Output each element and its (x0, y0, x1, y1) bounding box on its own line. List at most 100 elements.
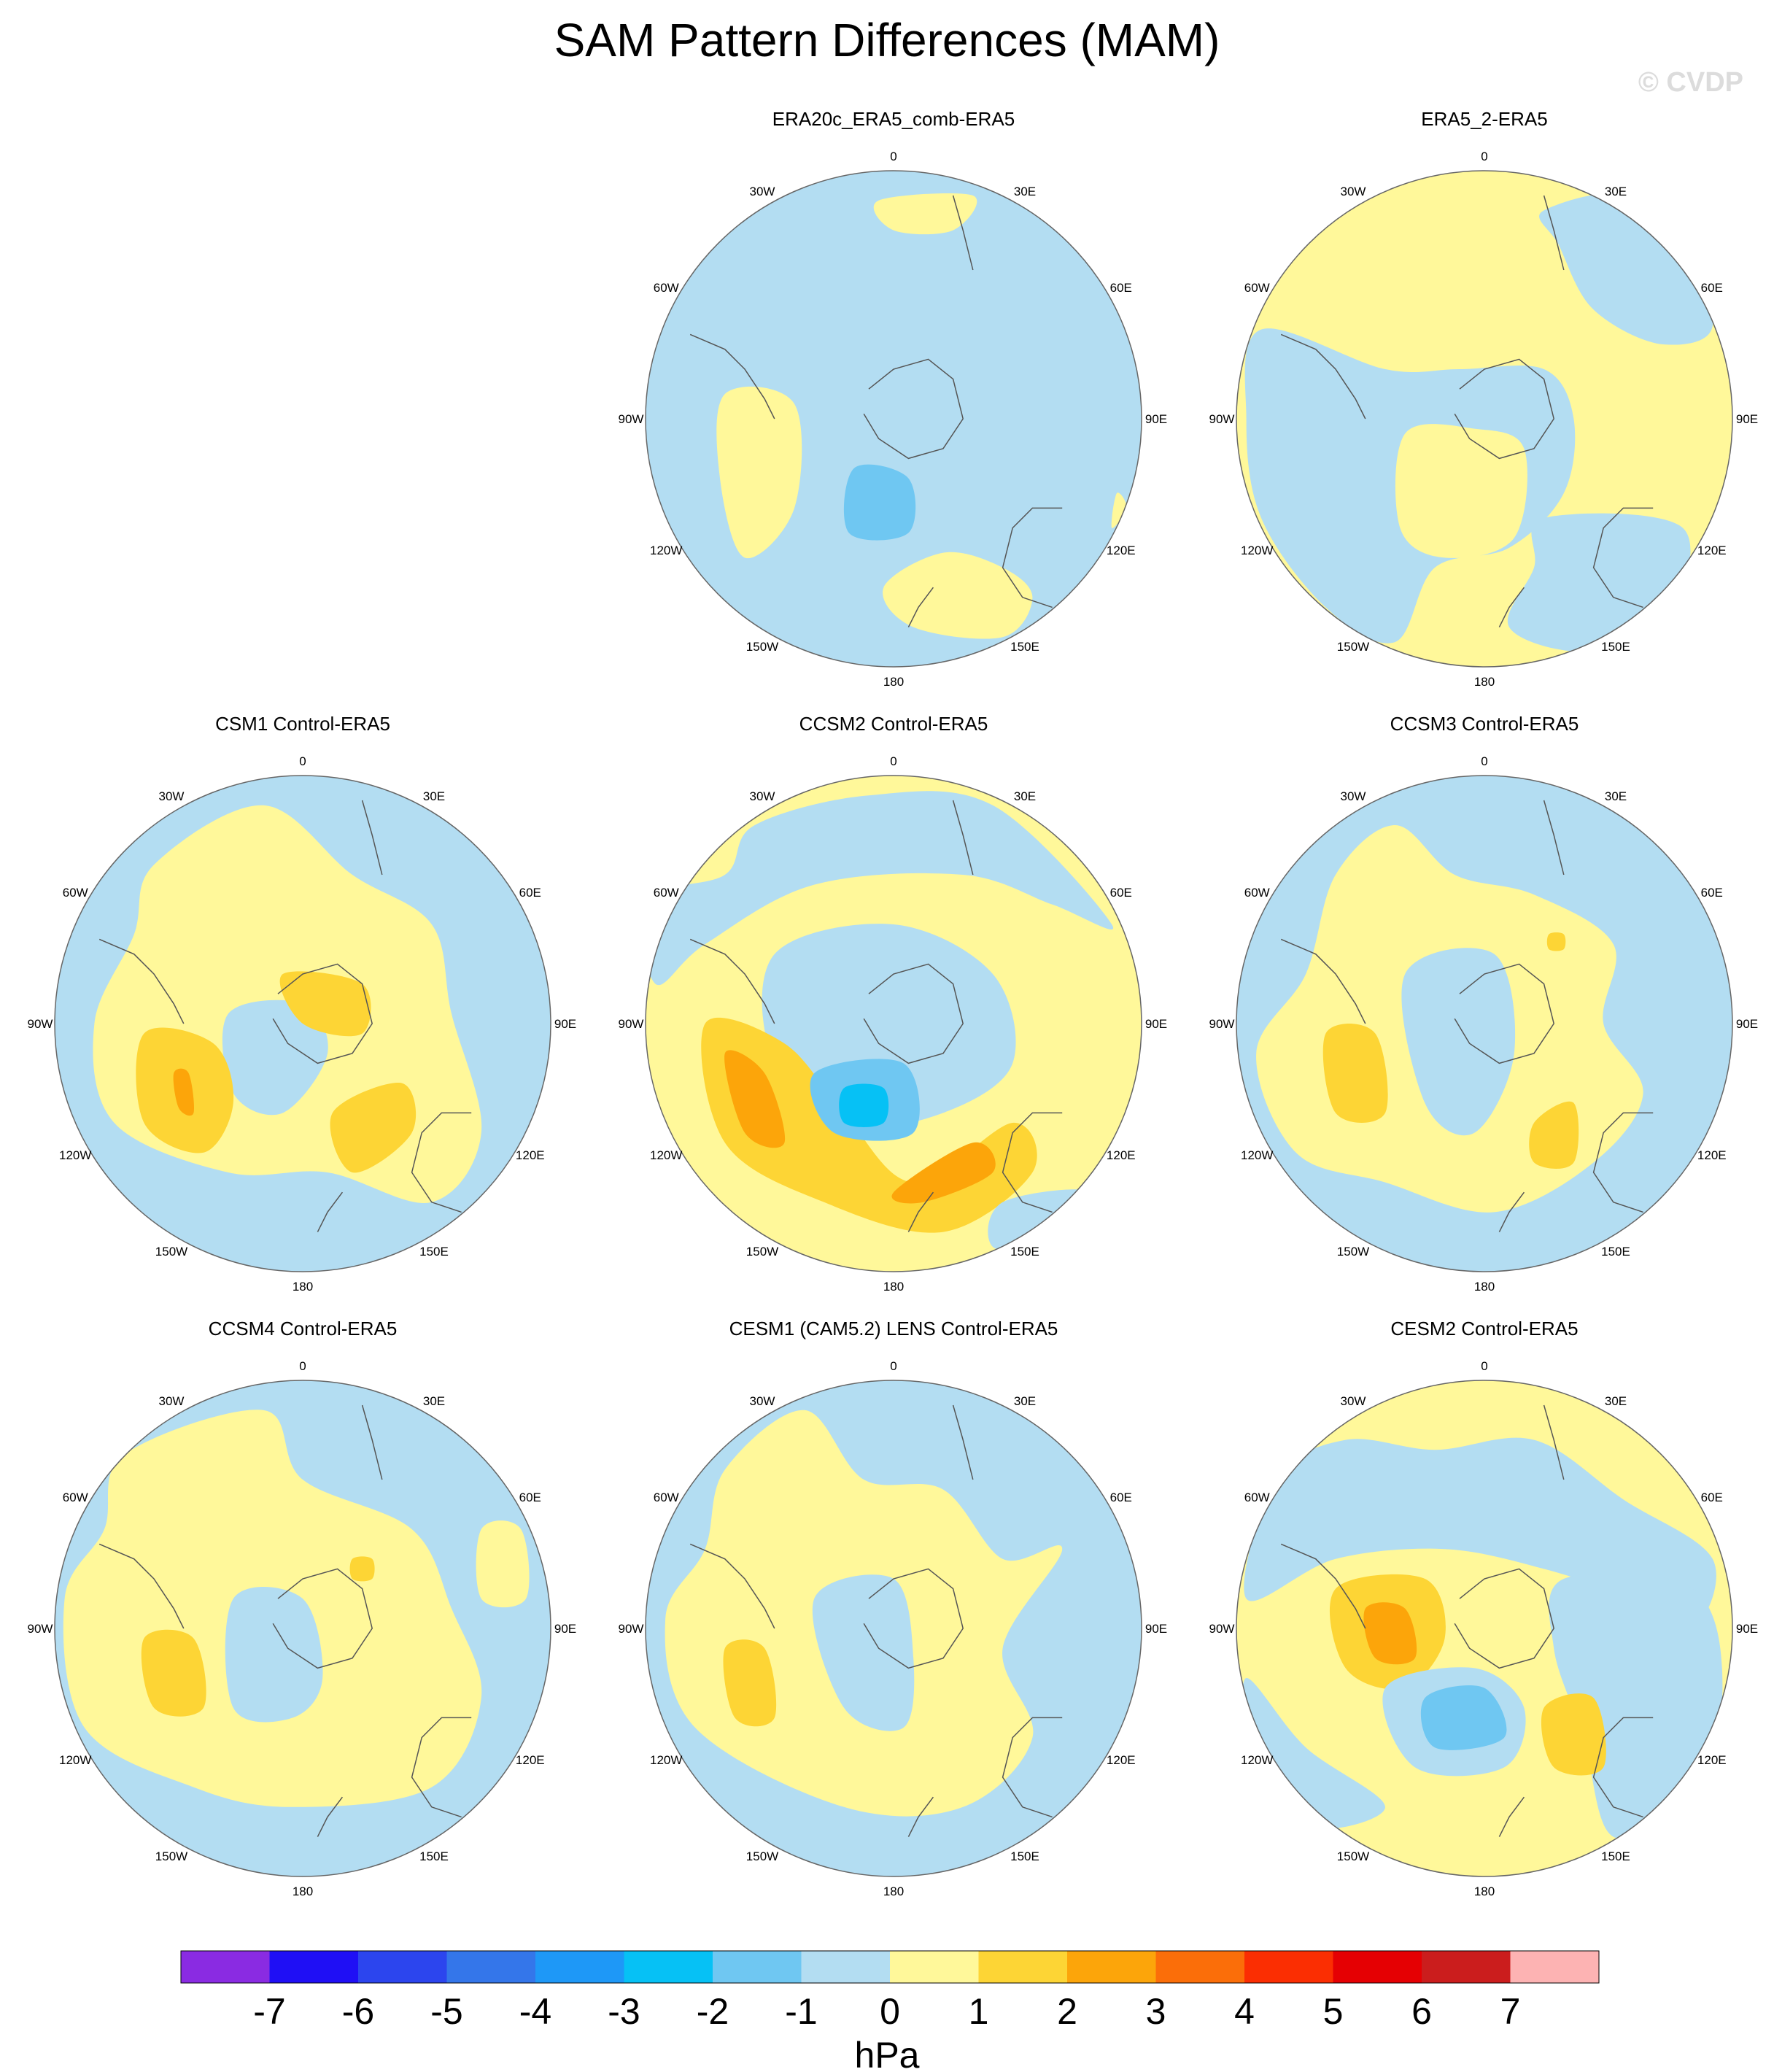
contour-region (812, 1574, 915, 1731)
longitude-label: 0 (890, 754, 896, 768)
polar-map: 0 30E 60E 90E 120E 150E 180 150W 120W 90W 60W 30W (1209, 1359, 1759, 1898)
longitude-label: 150W (1337, 640, 1369, 654)
map-border (1236, 1380, 1733, 1877)
longitude-label: 60E (1110, 281, 1132, 295)
longitude-label: 150E (1010, 1849, 1039, 1863)
colorbar-tick-label: -3 (608, 1991, 640, 2032)
contour-region (222, 1000, 328, 1116)
polar-map: 0 30E 60E 90E 120E 150E 180 150W 120W 90W 60W 30W (28, 1359, 577, 1898)
longitude-label: 150E (1601, 1849, 1630, 1863)
longitude-label: 30W (1341, 1394, 1366, 1408)
coastline (1543, 800, 1565, 875)
contour-region (141, 1629, 206, 1717)
colorbar-tick-label: 5 (1323, 1991, 1344, 2032)
longitude-label: 30W (159, 1394, 185, 1408)
longitude-label: 60E (1701, 886, 1723, 900)
coastline (98, 1543, 185, 1629)
map-panel-era5-2: ERA5_2-ERA5 0 30E 60E 90E 120E 150E 180 150W 120… (1200, 108, 1769, 706)
contour-region (349, 1556, 375, 1582)
coastline (411, 1717, 472, 1818)
longitude-label: 120E (1697, 1753, 1727, 1767)
coastline (272, 1568, 373, 1669)
panel-title: CCSM3 Control-ERA5 (1390, 713, 1579, 735)
colorbar-swatch (1510, 1951, 1599, 1983)
colorbar-tick-label: 7 (1500, 1991, 1521, 2032)
contour-region (489, 1007, 545, 1114)
polar-map: 0 30E 60E 90E 120E 150E 180 150W 120W 90W 60W 30W (28, 754, 577, 1294)
longitude-label: 60W (63, 886, 88, 900)
coastline (272, 963, 373, 1064)
coastline (1002, 1717, 1063, 1818)
coastline (1592, 507, 1654, 608)
longitude-label: 180 (1474, 1280, 1495, 1294)
coastline (952, 195, 974, 271)
longitude-label: 150E (1601, 640, 1630, 654)
longitude-label: 120W (59, 1753, 91, 1767)
longitude-label: 150W (1337, 1245, 1369, 1259)
contour-region (843, 464, 916, 541)
longitude-label: 90W (619, 412, 644, 426)
contour-region (1541, 1693, 1606, 1776)
longitude-label: 120E (516, 1148, 545, 1162)
coastline (317, 1796, 343, 1837)
longitude-label: 120W (59, 1148, 91, 1162)
map-border (1236, 170, 1733, 668)
contour-region (225, 1586, 323, 1723)
longitude-label: 90W (1209, 412, 1235, 426)
map-border (54, 1380, 551, 1877)
contour-region (279, 971, 371, 1037)
longitude-label: 180 (883, 1280, 904, 1294)
colorbar-swatch (890, 1951, 979, 1983)
panel-title: CSM1 Control-ERA5 (215, 713, 390, 735)
map-border (645, 170, 1142, 668)
colorbar-swatch (269, 1951, 358, 1983)
coastline (863, 1568, 964, 1669)
coastline (952, 1404, 974, 1480)
colorbar-tick-label: -1 (785, 1991, 817, 2032)
coastline (1002, 507, 1063, 608)
colorbar-swatch (713, 1951, 802, 1983)
longitude-label: 90E (1736, 1017, 1758, 1031)
longitude-label: 60W (1244, 281, 1270, 295)
map-border (645, 775, 1142, 1272)
longitude-label: 0 (1481, 1359, 1487, 1373)
longitude-label: 30W (1341, 789, 1366, 803)
longitude-label: 30E (1605, 1394, 1627, 1408)
colorbar-tick-label: -6 (342, 1991, 374, 2032)
longitude-label: 60W (1244, 1491, 1270, 1504)
contour-region (891, 1142, 996, 1204)
contour-region (173, 1068, 195, 1116)
contour-region (1529, 1101, 1579, 1169)
longitude-label: 120E (1107, 544, 1136, 557)
longitude-label: 0 (890, 150, 896, 163)
colorbar-tick-label: 3 (1146, 1991, 1166, 2032)
longitude-label: 90E (554, 1017, 576, 1031)
polar-map: 0 30E 60E 90E 120E 150E 180 150W 120W 90W 60W 30W (1209, 150, 1759, 689)
longitude-label: 60E (519, 886, 541, 900)
longitude-label: 120W (650, 1148, 682, 1162)
contour-region (1420, 1685, 1507, 1750)
coastline (907, 1191, 934, 1232)
contour-region (646, 791, 1114, 986)
coastline (1543, 195, 1565, 271)
longitude-label: 90E (1736, 412, 1758, 426)
longitude-label: 180 (1474, 675, 1495, 689)
map-border (645, 1380, 1142, 1877)
coastline (1454, 1568, 1555, 1669)
polar-map: 0 30E 60E 90E 120E 150E 180 150W 120W 90W 60W 30W (619, 754, 1168, 1294)
longitude-label: 90W (1209, 1017, 1235, 1031)
coastline (1280, 333, 1366, 420)
longitude-label: 90W (28, 1017, 53, 1031)
longitude-label: 0 (299, 754, 306, 768)
coastline (361, 800, 383, 875)
coastline (689, 1543, 775, 1629)
polar-map: 0 30E 60E 90E 120E 150E 180 150W 120W 90W 60W 30W (1209, 754, 1759, 1294)
longitude-label: 180 (293, 1280, 313, 1294)
longitude-label: 90W (28, 1622, 53, 1636)
panel-title: CCSM4 Control-ERA5 (208, 1318, 398, 1340)
longitude-label: 150E (1010, 1245, 1039, 1259)
longitude-label: 150E (419, 1245, 449, 1259)
longitude-label: 30E (423, 789, 445, 803)
longitude-label: 60W (654, 281, 679, 295)
colorbar-tick-label: 4 (1234, 1991, 1255, 2032)
